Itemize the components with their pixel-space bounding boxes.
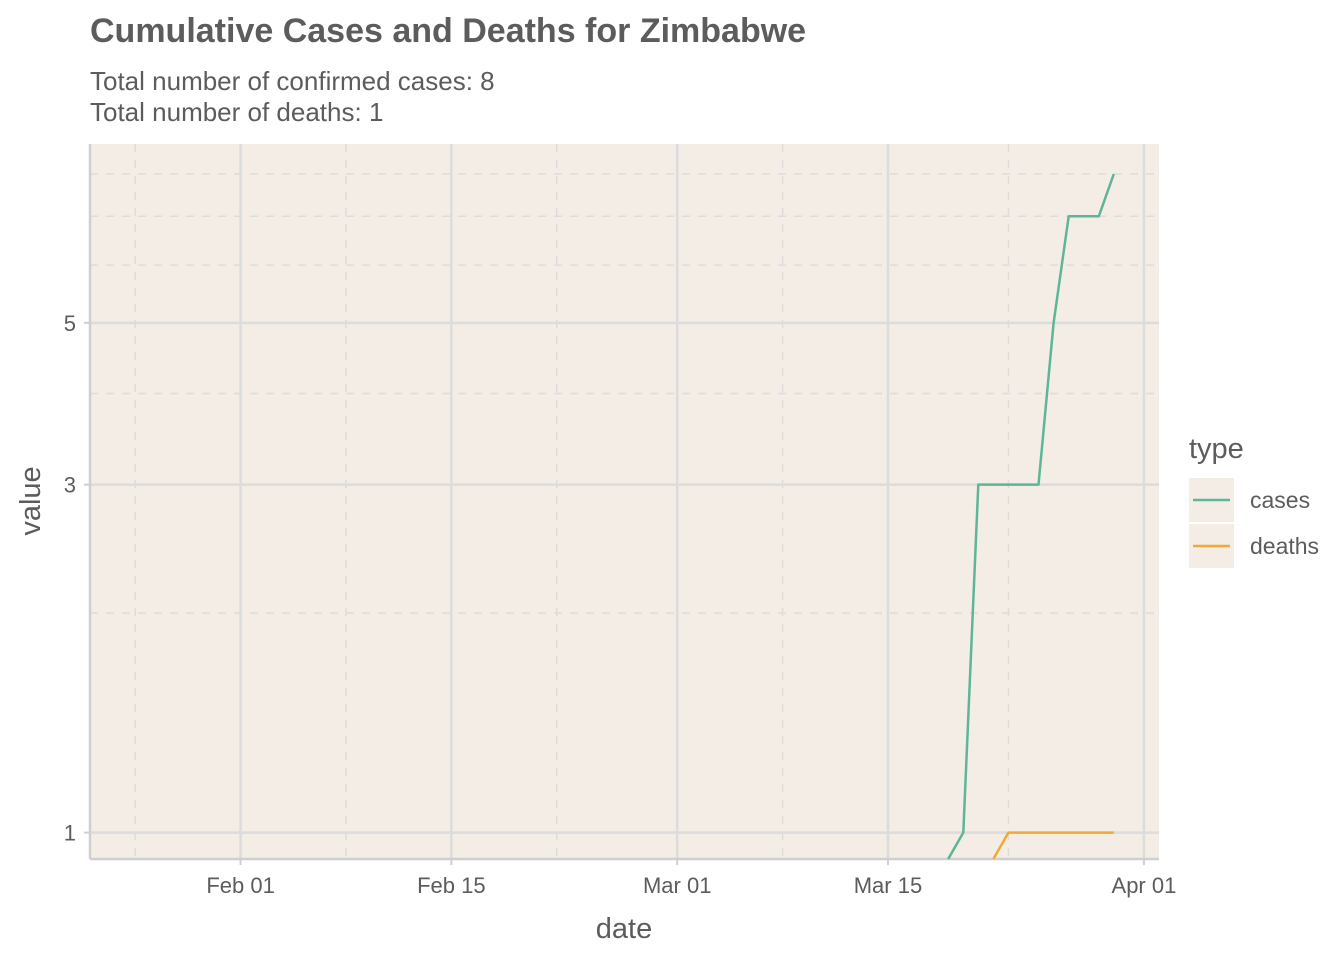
plot-background	[90, 144, 1159, 859]
grid-major	[90, 144, 1159, 859]
series-line-cases	[947, 173, 1115, 860]
x-tick-label: Mar 01	[643, 873, 711, 898]
legend-title: type	[1189, 433, 1244, 465]
subtitle-deaths: Total number of deaths: 1	[90, 97, 384, 127]
legend-label-cases: cases	[1250, 487, 1310, 513]
x-tick-label: Feb 15	[417, 873, 486, 898]
legend: type cases deaths	[1189, 433, 1319, 568]
y-tick-label: 1	[64, 821, 76, 846]
x-axis-title: date	[596, 913, 652, 945]
x-tick-label: Mar 15	[854, 873, 922, 898]
series-line-deaths	[992, 831, 1114, 860]
chart-title: Cumulative Cases and Deaths for Zimbabwe	[90, 12, 807, 50]
y-tick-labels: 1 3 5	[64, 311, 90, 846]
x-tick-label: Apr 01	[1112, 873, 1177, 898]
legend-label-deaths: deaths	[1250, 533, 1319, 559]
legend-items: cases deaths	[1189, 478, 1319, 568]
y-axis-title: value	[15, 466, 47, 535]
subtitle-cases: Total number of confirmed cases: 8	[90, 66, 495, 96]
y-tick-label: 5	[64, 311, 76, 336]
series-layer	[947, 173, 1115, 860]
grid-minor	[90, 144, 1159, 859]
x-tick-labels: Feb 01 Feb 15 Mar 01 Mar 15 Apr 01	[206, 859, 1176, 898]
y-tick-label: 3	[64, 473, 76, 498]
x-tick-label: Feb 01	[206, 873, 275, 898]
